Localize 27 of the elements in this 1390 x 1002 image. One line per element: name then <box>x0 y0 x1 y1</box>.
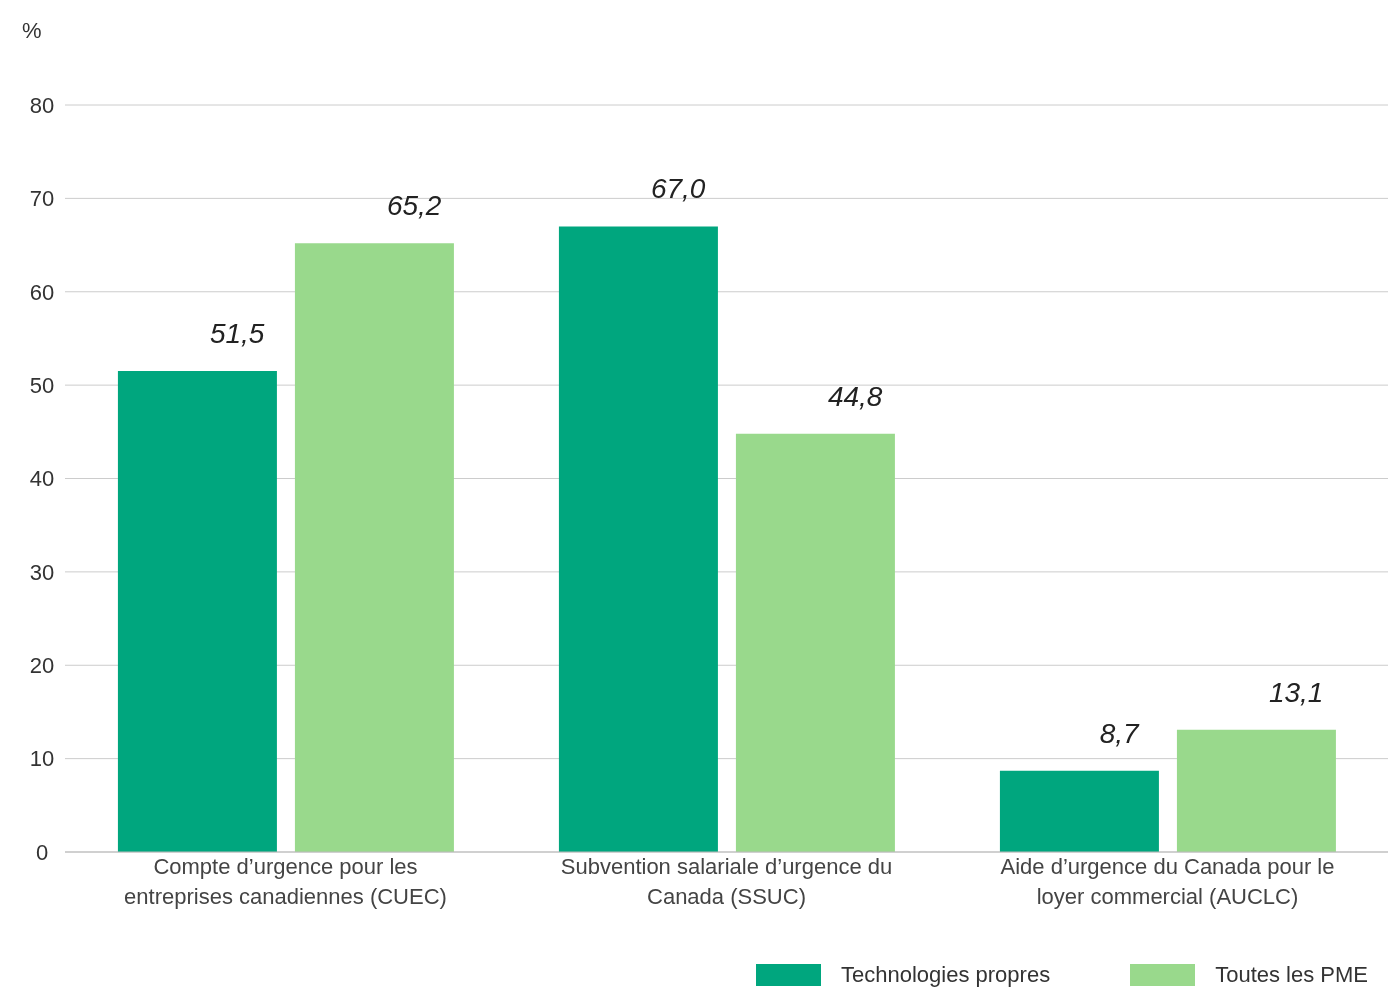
y-axis-title: % <box>22 18 42 44</box>
data-label: 44,8 <box>827 380 883 412</box>
x-tick-label: Aide d’urgence du Canada pour le loyer commercial (AUCLC) <box>1000 854 1335 909</box>
bar <box>117 371 277 852</box>
y-tick-label: 20 <box>29 653 55 679</box>
y-tick-label: 70 <box>29 186 55 212</box>
data-label: 65,2 <box>386 190 442 222</box>
bar <box>294 243 454 852</box>
bar <box>735 433 895 852</box>
data-label: 13,1 <box>1268 676 1324 708</box>
y-tick-label: 30 <box>29 559 55 585</box>
x-tick-label: Subvention salariale d’urgence du Canada (SSUC) <box>560 854 893 909</box>
y-tick-label: 0 <box>35 839 49 865</box>
y-tick-label: 80 <box>29 92 55 118</box>
bar <box>1176 729 1336 852</box>
y-tick-label: 60 <box>29 279 55 305</box>
y-tick-label: 50 <box>29 372 55 398</box>
y-tick-label: 10 <box>29 746 55 772</box>
y-tick-label: 40 <box>29 466 55 492</box>
data-label: 8,7 <box>1099 717 1141 749</box>
legend-label: Technologies propres <box>840 962 1051 988</box>
bar <box>558 226 718 852</box>
data-label: 67,0 <box>650 173 706 205</box>
data-label: 51,5 <box>209 318 265 350</box>
bar <box>999 770 1159 852</box>
legend-label: Toutes les PME <box>1214 962 1368 988</box>
x-tick-label: Compte d’urgence pour les entreprises canadiennes (CUEC) <box>124 854 447 909</box>
